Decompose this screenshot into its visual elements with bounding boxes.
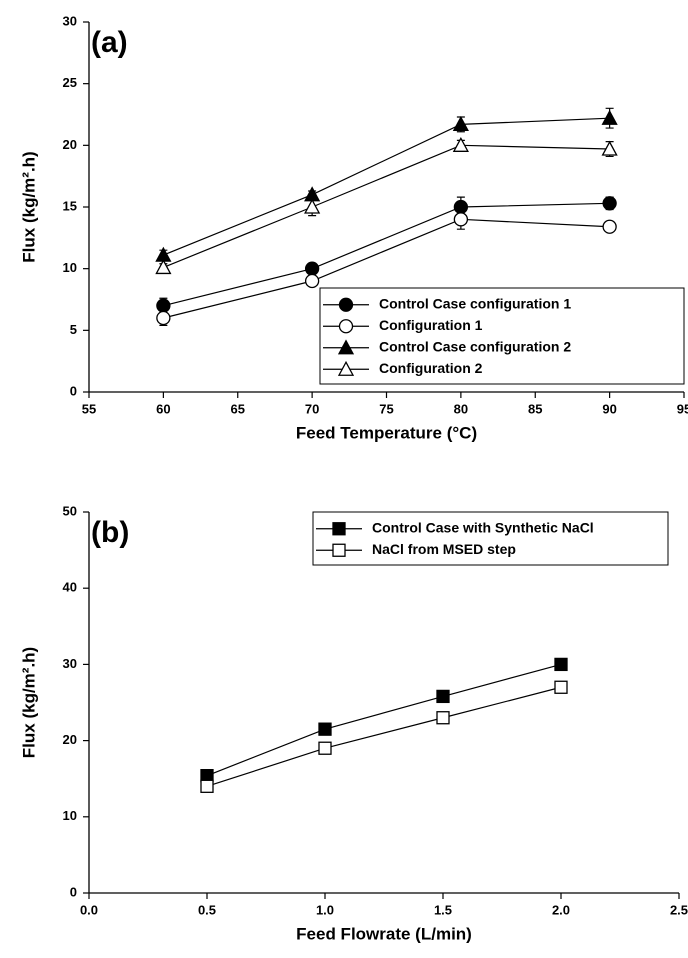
marker <box>601 109 618 125</box>
series-line <box>163 218 610 319</box>
series-line <box>163 202 610 307</box>
legend-label: NaCl from MSED step <box>372 541 516 557</box>
legend-label: Control Case configuration 1 <box>379 295 571 311</box>
y-tick-label: 30 <box>63 656 77 671</box>
marker <box>304 198 321 214</box>
series-line <box>163 144 610 268</box>
marker <box>304 261 320 276</box>
y-tick-label: 10 <box>63 808 77 823</box>
marker <box>155 259 172 275</box>
x-tick-label: 90 <box>602 401 616 416</box>
y-tick-label: 40 <box>63 580 77 595</box>
x-tick-label: 60 <box>156 401 170 416</box>
marker <box>338 297 354 312</box>
series-line <box>206 663 562 777</box>
y-tick-label: 25 <box>63 75 77 90</box>
y-tick-label: 30 <box>63 13 77 28</box>
marker <box>332 522 346 536</box>
marker <box>318 741 332 755</box>
x-tick-label: 95 <box>677 401 688 416</box>
marker <box>602 196 617 211</box>
y-tick-label: 10 <box>63 260 77 275</box>
marker <box>453 212 469 227</box>
marker <box>554 657 568 672</box>
x-tick-label: 65 <box>231 401 245 416</box>
y-tick-label: 0 <box>70 383 77 398</box>
series-line <box>206 686 562 787</box>
legend-box <box>319 287 685 385</box>
marker <box>436 711 450 725</box>
x-tick-label: 2.0 <box>552 902 570 917</box>
y-tick-label: 15 <box>63 198 77 213</box>
marker <box>452 115 469 132</box>
x-tick-label: 0.0 <box>80 902 98 917</box>
x-axis-title: Feed Temperature (°C) <box>296 423 477 442</box>
x-tick-label: 1.0 <box>316 902 334 917</box>
y-tick-label: 5 <box>70 322 77 337</box>
x-tick-label: 75 <box>379 401 393 416</box>
x-tick-label: 1.5 <box>434 902 452 917</box>
x-tick-label: 70 <box>305 401 319 416</box>
x-tick-label: 55 <box>82 401 96 416</box>
marker <box>318 722 332 736</box>
y-tick-label: 50 <box>63 503 77 518</box>
panel-label: (b) <box>91 516 129 549</box>
legend-label: Control Case configuration 2 <box>379 338 571 354</box>
x-tick-label: 80 <box>454 401 468 416</box>
x-tick-label: 2.5 <box>670 902 688 917</box>
marker <box>304 273 320 289</box>
marker <box>554 680 568 694</box>
x-tick-label: 85 <box>528 401 542 416</box>
marker <box>452 136 469 152</box>
marker <box>200 779 214 793</box>
legend-label: Control Case with Synthetic NaCl <box>372 519 594 535</box>
marker <box>601 140 618 156</box>
y-axis-title: Flux (kg/m².h) <box>19 151 38 262</box>
marker <box>337 339 355 355</box>
marker <box>337 360 355 376</box>
marker <box>332 543 346 557</box>
series-line <box>163 117 610 256</box>
marker <box>436 689 450 704</box>
y-axis-title: Flux (kg/m².h) <box>19 647 38 758</box>
x-axis-title: Feed Flowrate (L/min) <box>296 924 472 943</box>
legend-box <box>312 511 669 566</box>
legend-label: Configuration 1 <box>379 317 483 333</box>
marker <box>156 310 171 326</box>
x-tick-label: 0.5 <box>198 902 216 917</box>
y-tick-label: 20 <box>63 732 77 747</box>
y-tick-label: 20 <box>63 137 77 152</box>
legend-label: Configuration 2 <box>379 360 483 376</box>
marker <box>338 319 354 334</box>
panel-label: (a) <box>91 26 128 59</box>
marker <box>602 219 617 234</box>
y-tick-label: 0 <box>70 884 77 899</box>
